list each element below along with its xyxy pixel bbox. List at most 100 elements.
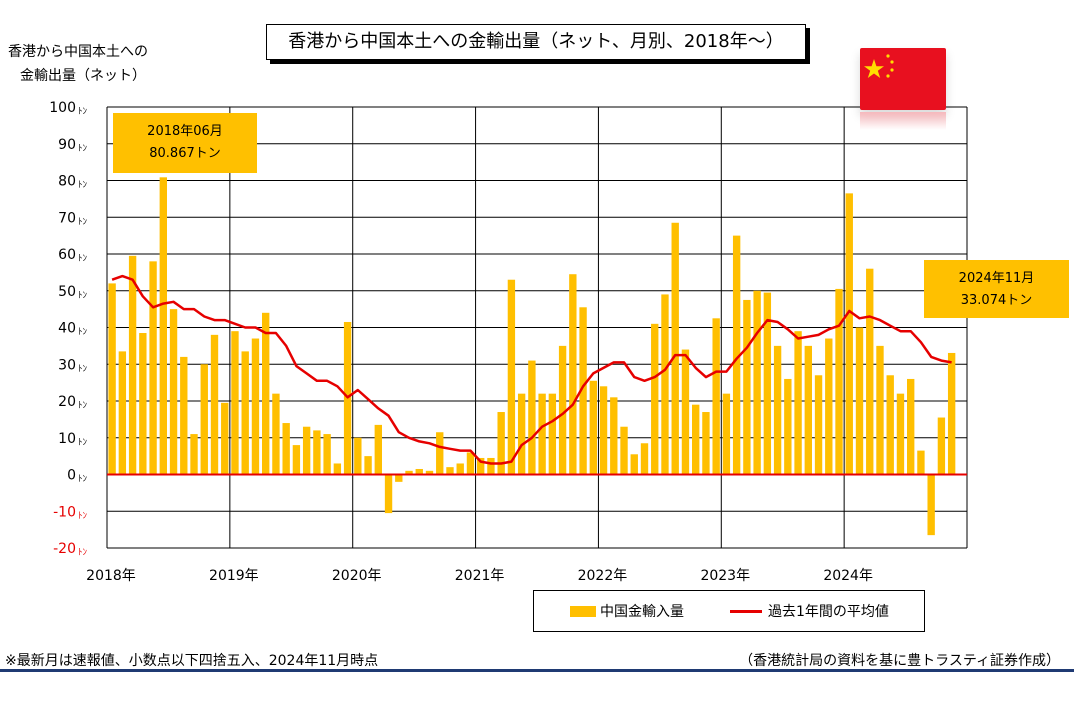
bar <box>323 434 331 475</box>
y-tick-label: 20 <box>58 394 76 410</box>
bar <box>128 255 137 475</box>
bar <box>384 474 393 514</box>
legend: 中国金輸入量 過去1年間の平均値 <box>533 590 925 632</box>
y-tick-label: 90 <box>58 137 76 153</box>
bar <box>661 294 669 475</box>
bar <box>773 345 782 475</box>
x-tick-label: 2022年 <box>578 568 628 584</box>
bar <box>599 386 608 475</box>
china-flag-icon <box>860 48 946 110</box>
bar <box>753 290 761 475</box>
legend-line-label: 過去1年間の平均値 <box>768 604 889 620</box>
bottom-rule <box>0 669 1074 672</box>
bar <box>302 426 311 475</box>
bar <box>436 432 444 475</box>
bar <box>784 378 792 475</box>
bar <box>487 457 495 475</box>
y-tick-unit: ﾄﾝ <box>78 475 88 485</box>
bar <box>221 402 229 475</box>
bar <box>866 268 874 475</box>
bar <box>159 177 167 475</box>
bar <box>579 307 587 475</box>
y-tick-label: 70 <box>58 210 76 226</box>
bar <box>139 333 147 475</box>
bar <box>354 437 362 475</box>
callout-peak-value: 80.867トン <box>149 146 221 161</box>
y-tick-label: 40 <box>58 321 76 337</box>
bar <box>374 424 382 475</box>
bar <box>937 417 946 475</box>
y-tick-label: -10 <box>53 504 76 520</box>
bar <box>241 351 249 475</box>
bar <box>180 356 188 475</box>
bar-series <box>108 177 956 536</box>
bar <box>333 463 342 475</box>
bar <box>466 452 475 475</box>
bar <box>415 468 423 475</box>
y-tick-unit: ﾄﾝ <box>78 364 88 374</box>
x-tick-label: 2024年 <box>823 568 873 584</box>
average-line <box>111 274 952 465</box>
bar <box>855 327 864 475</box>
x-tick-label: 2023年 <box>700 568 750 584</box>
bar <box>804 345 812 475</box>
bar <box>517 393 526 475</box>
bar <box>118 351 127 475</box>
y-tick-label: 50 <box>58 284 76 300</box>
bar <box>282 423 290 475</box>
bar <box>425 470 434 475</box>
bar <box>917 450 925 475</box>
bar <box>947 352 956 475</box>
y-tick-label: 60 <box>58 247 76 263</box>
callout-peak-date: 2018年06月 <box>147 124 223 139</box>
footnote: ※最新月は速報値、小数点以下四捨五入、2024年11月時点 <box>5 653 379 669</box>
y-tick-label: 30 <box>58 357 76 373</box>
callout-peak: 2018年06月 80.867トン <box>113 113 257 173</box>
bar <box>477 457 485 475</box>
y-axis-title-line-1: 香港から中国本土への <box>8 44 148 60</box>
y-tick-unit: ﾄﾝ <box>78 328 88 338</box>
y-tick-unit: ﾄﾝ <box>78 181 88 191</box>
bar <box>446 467 454 475</box>
y-tick-unit: ﾄﾝ <box>78 254 88 264</box>
bar <box>190 434 198 475</box>
average-line-series <box>111 274 952 465</box>
bar <box>589 380 597 475</box>
bar <box>313 430 321 475</box>
y-tick-unit: ﾄﾝ <box>78 107 88 117</box>
bar <box>886 375 894 475</box>
legend-bar-label: 中国金輸入量 <box>600 604 684 620</box>
y-tick-label: 10 <box>58 431 76 447</box>
legend-line-swatch <box>730 610 762 613</box>
bar <box>210 334 219 475</box>
bar <box>364 456 372 475</box>
bar <box>814 375 823 475</box>
y-axis-title-line-2: 金輸出量（ネット） <box>20 68 146 84</box>
y-tick-unit: ﾄﾝ <box>78 438 88 448</box>
bar <box>681 349 690 475</box>
bar <box>651 323 659 475</box>
bar <box>722 393 731 475</box>
bar <box>640 443 649 475</box>
callout-latest-value: 33.074トン <box>960 293 1033 308</box>
bar <box>456 463 464 475</box>
y-tick-label: 0 <box>67 468 76 484</box>
bar <box>630 454 638 475</box>
bar <box>825 338 833 475</box>
bar <box>169 309 178 475</box>
chart-title: 香港から中国本土への金輸出量（ネット、月別、2018年〜） <box>266 24 806 60</box>
y-tick-label: 80 <box>58 174 76 190</box>
bar <box>251 338 260 475</box>
y-tick-unit: ﾄﾝ <box>78 548 88 558</box>
bar <box>671 222 679 475</box>
x-tick-label: 2019年 <box>209 568 259 584</box>
bar <box>712 318 720 475</box>
bar <box>835 288 843 475</box>
bar <box>200 364 208 475</box>
bar <box>538 393 546 475</box>
bar <box>292 445 301 475</box>
bar <box>732 235 741 475</box>
bar <box>231 331 239 475</box>
bar <box>927 474 935 536</box>
